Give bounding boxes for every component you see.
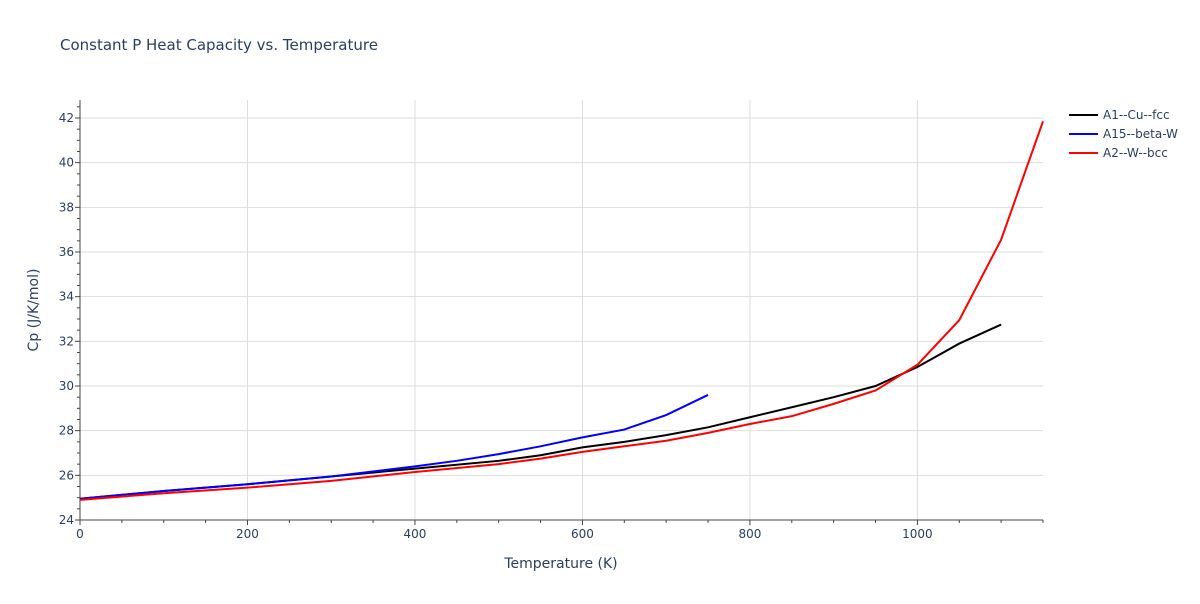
legend-entry: A2--W--bcc xyxy=(1103,146,1168,160)
x-tick-label: 600 xyxy=(571,527,594,541)
series-line-A1--Cu--fcc xyxy=(79,323,1002,500)
x-tick-label: 800 xyxy=(738,527,761,541)
y-tick-label: 30 xyxy=(59,379,74,393)
x-tick-label: 400 xyxy=(404,527,427,541)
y-tick-label: 24 xyxy=(59,513,74,527)
y-tick-label: 40 xyxy=(59,156,74,170)
y-axis-label: Cp (J/K/mol) xyxy=(26,269,42,352)
x-tick-label: 1000 xyxy=(902,527,933,541)
series-line-A2--W--bcc xyxy=(79,121,1044,501)
y-tick-label: 36 xyxy=(59,245,74,259)
y-tick-label: 32 xyxy=(59,334,74,348)
y-tick-label: 28 xyxy=(59,424,74,438)
chart-title: Constant P Heat Capacity vs. Temperature xyxy=(60,36,378,54)
legend-entry: A15--beta-W xyxy=(1103,127,1178,141)
series-line-A15--beta-W xyxy=(79,394,709,500)
y-tick-label: 42 xyxy=(59,111,74,125)
legend-entry: A1--Cu--fcc xyxy=(1103,108,1170,122)
y-tick-label: 38 xyxy=(59,200,74,214)
y-tick-label: 26 xyxy=(59,468,74,482)
x-axis-label: Temperature (K) xyxy=(503,556,617,572)
x-tick-label: 200 xyxy=(236,527,259,541)
y-tick-label: 34 xyxy=(59,290,74,304)
x-tick-label: 0 xyxy=(76,527,84,541)
